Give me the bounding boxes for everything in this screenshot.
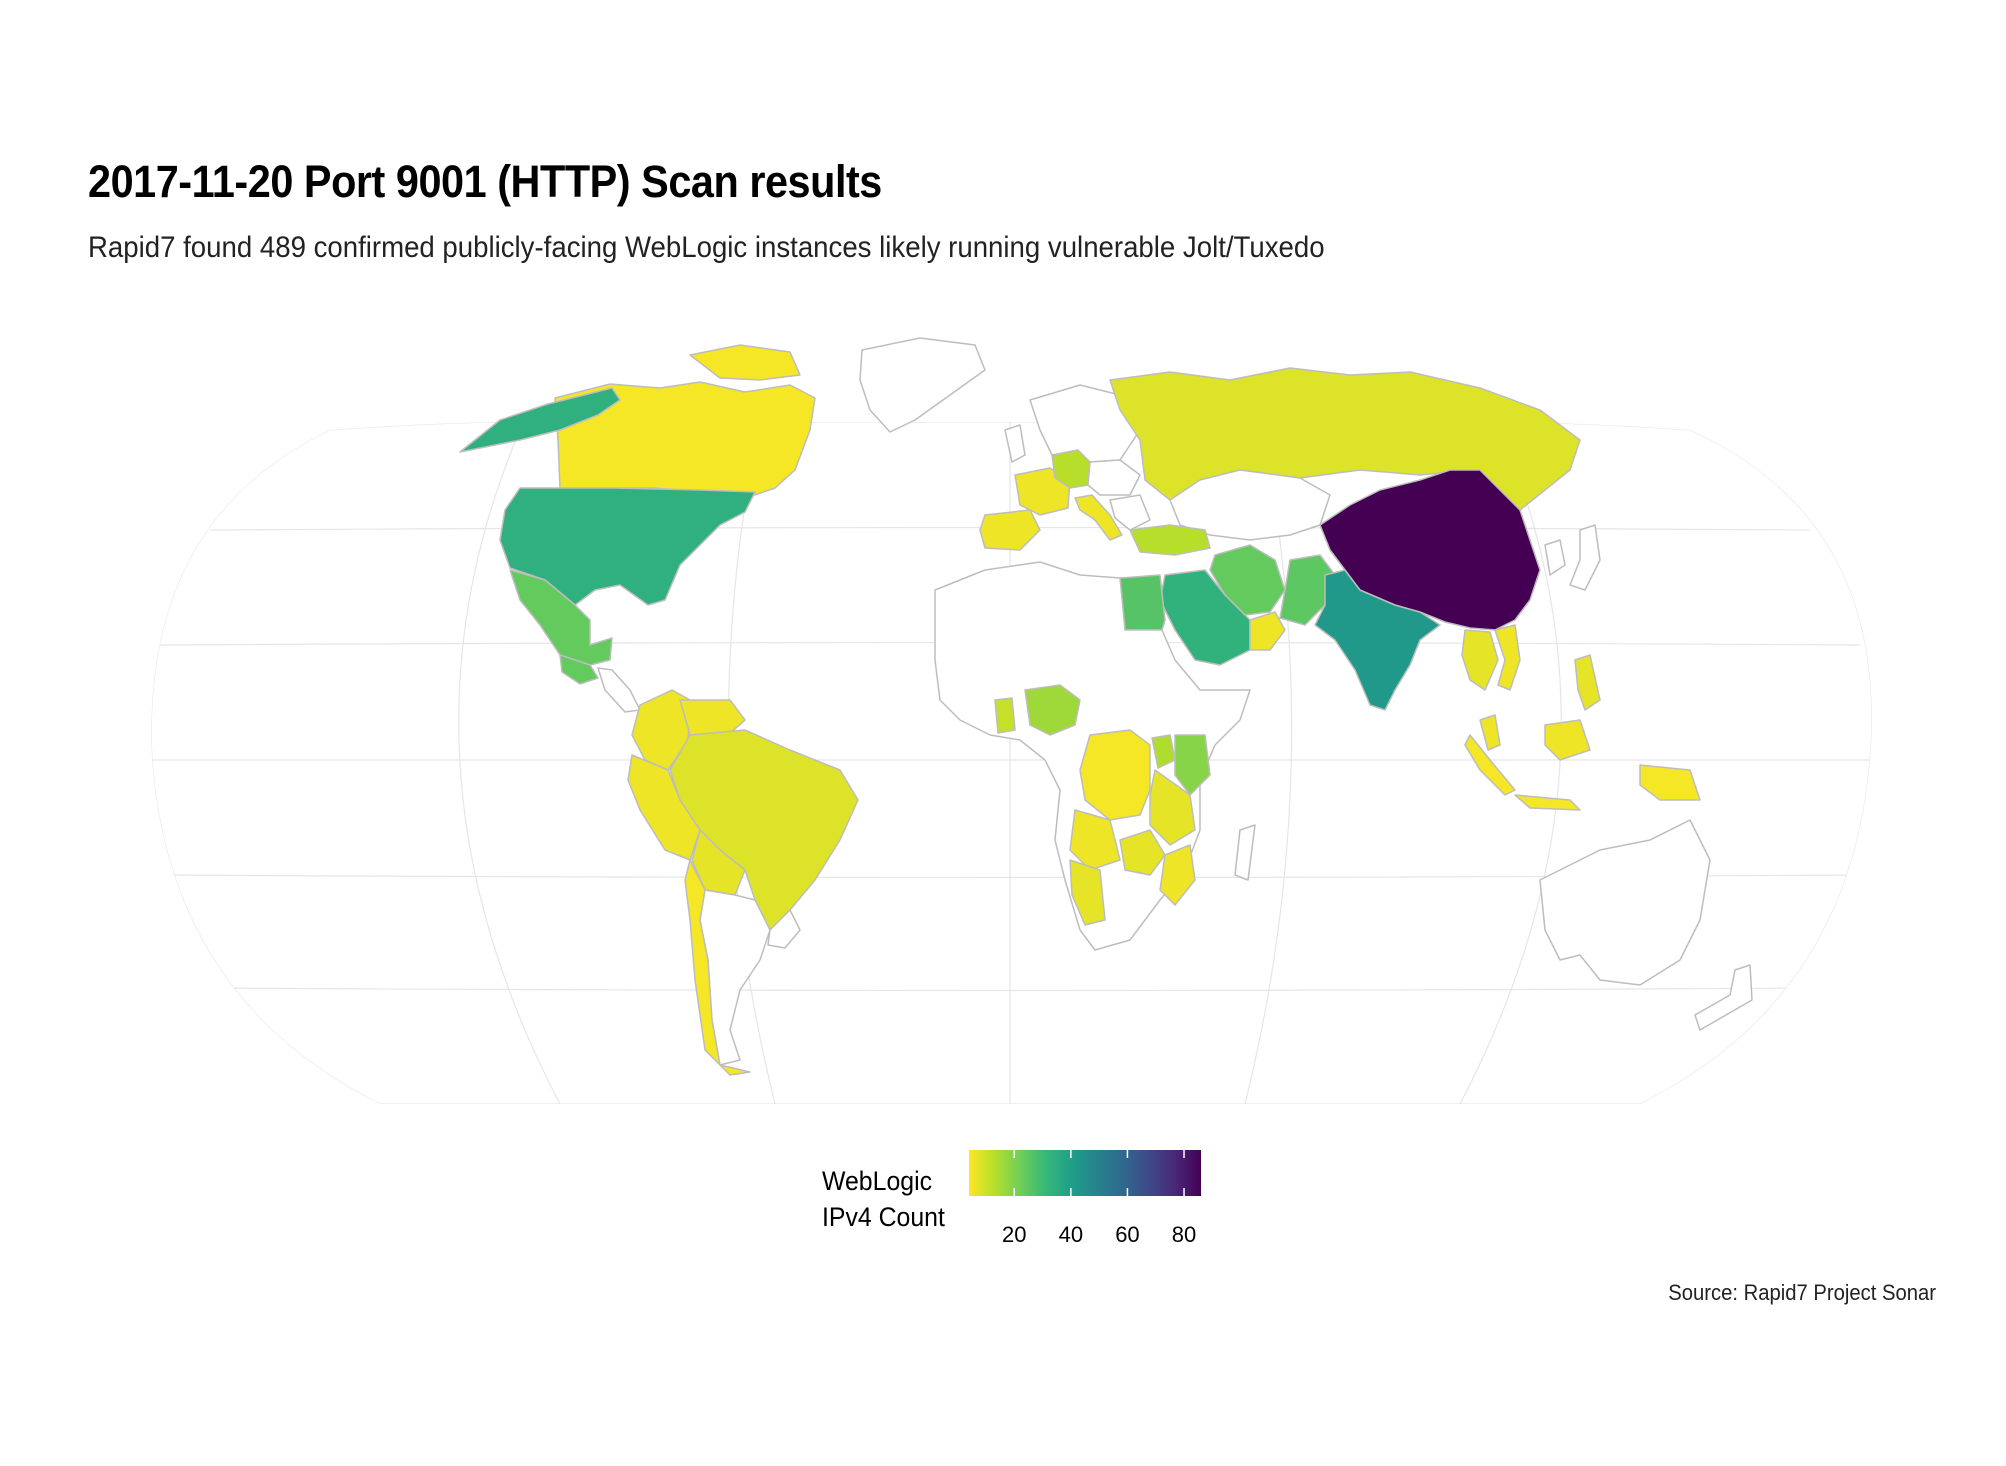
country-italy [1074,494,1123,541]
graticule-meridian [1459,429,1562,1104]
country-turkey [1129,524,1211,556]
country-indonesia-java [1514,794,1581,811]
country-central-america [597,667,641,713]
chart-subtitle: Rapid7 found 489 confirmed publicly-faci… [88,231,1325,264]
country-japan [1569,524,1601,591]
country-mexico [509,569,613,666]
country-ghana [994,697,1016,734]
country-pakistan [1279,554,1336,626]
country-namibia [1069,859,1106,926]
legend-tick-label: 40 [1058,1222,1084,1247]
country-alaska [459,387,621,453]
country-russia [1109,367,1581,511]
country-kenya [1174,734,1211,796]
legend-title-line2: IPv4 Count [822,1202,945,1232]
caption: Source: Rapid7 Project Sonar [1668,1280,1936,1305]
graticule-meridian [458,429,561,1104]
country-thailand [1461,629,1499,691]
legend-tick-label: 80 [1171,1222,1197,1247]
country-canada-arctic [689,344,801,381]
country-guatemala [559,654,599,685]
country-korea [1544,539,1566,576]
country-egypt [1119,574,1166,631]
legend-tick-label: 60 [1115,1222,1140,1247]
country-saudi-arabia [1159,569,1251,666]
country-greenland [859,337,986,433]
country-balkans [1109,494,1151,531]
country-philippines [1574,654,1601,711]
country-australia [1539,819,1711,986]
country-spain [979,509,1041,551]
country-china [1319,469,1541,631]
country-france [1014,467,1071,516]
country-indonesia-sumatra [1464,734,1516,796]
legend-gradient [969,1150,1201,1196]
country-new-zealand [1694,964,1753,1031]
country-dr-congo [1079,729,1151,821]
country-indonesia-east [1639,764,1701,801]
legend-title-line1: WebLogic [822,1166,933,1196]
country-oman [1249,611,1286,651]
legend-title: WebLogic IPv4 Count [822,1163,945,1235]
country-uk [1004,424,1026,463]
legend-colorbar [969,1150,1201,1196]
country-usa [499,487,756,606]
country-angola [1069,809,1121,871]
country-tanzania [1149,769,1196,846]
country-chile [684,859,751,1076]
chart-title: 2017-11-20 Port 9001 (HTTP) Scan results [88,156,882,207]
country-uruguay [767,909,801,949]
country-nigeria [1024,684,1081,736]
country-poland [1087,459,1141,496]
country-borneo [1544,719,1591,761]
country-shapes [459,337,1753,1076]
country-vietnam [1494,624,1521,691]
legend-tick-label: 20 [1002,1222,1027,1247]
country-zambia [1119,829,1166,876]
country-malaysia [1479,714,1501,751]
country-mozambique [1159,844,1196,906]
country-iran [1209,544,1286,616]
country-madagascar [1234,824,1256,881]
